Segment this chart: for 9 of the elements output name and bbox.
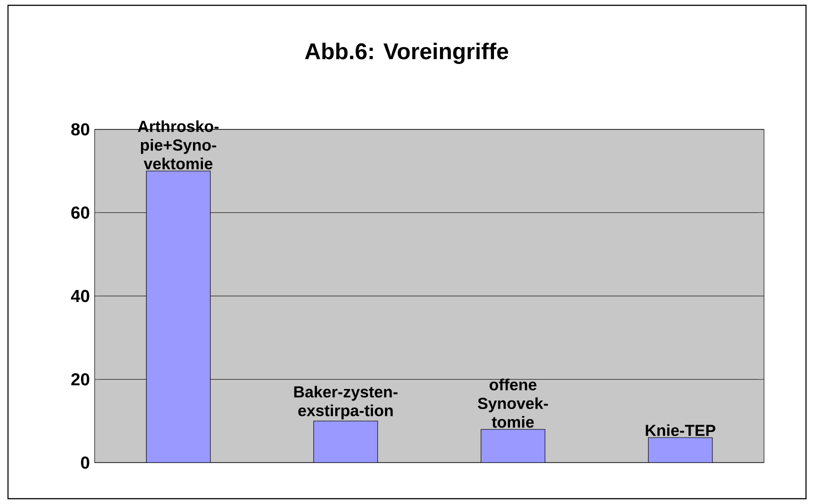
- y-tick-label: 40: [70, 290, 90, 302]
- y-tick-label: 60: [71, 206, 90, 219]
- chart-title: Abb.6: Voreingriffe: [305, 42, 508, 64]
- y-tick-label: 0: [81, 456, 90, 469]
- y-tick-label: 80: [71, 123, 90, 136]
- x-tick-label: Baker-zysten-exstirpa-tion: [294, 386, 398, 420]
- y-tick-label: 20: [71, 373, 90, 386]
- x-tick-label: Knie-TEP: [646, 424, 716, 436]
- x-tick-label: offene Synovek-tomie: [478, 378, 548, 428]
